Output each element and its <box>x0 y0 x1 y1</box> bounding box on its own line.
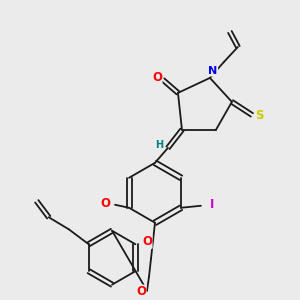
Text: O: O <box>100 197 110 210</box>
Text: O: O <box>142 235 152 248</box>
Text: O: O <box>136 285 146 298</box>
Text: N: N <box>208 66 218 76</box>
Text: H: H <box>155 140 163 150</box>
Text: I: I <box>210 198 214 211</box>
Text: S: S <box>255 110 263 122</box>
Text: O: O <box>152 71 162 84</box>
